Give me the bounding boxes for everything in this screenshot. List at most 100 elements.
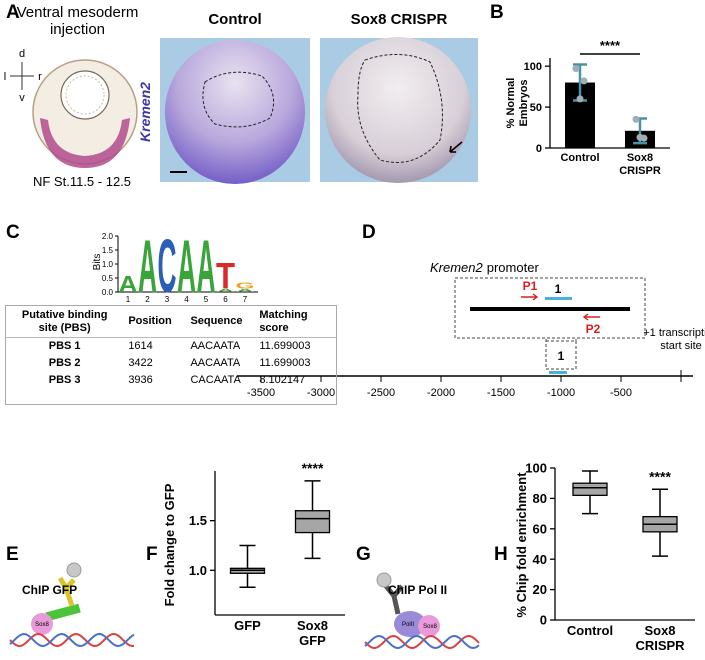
x-tick-label: -2500 bbox=[367, 387, 395, 399]
upper-whisker bbox=[239, 544, 256, 569]
site-label: 1 bbox=[555, 282, 562, 296]
table-row: PBS 3 3936 CACAATA 8.102147 bbox=[6, 372, 336, 389]
table-cell: 11.699003 bbox=[259, 356, 311, 369]
x-tick-label: Control bbox=[560, 152, 600, 164]
primer-arrow bbox=[521, 293, 539, 301]
panel-label: C bbox=[6, 222, 20, 243]
chip-title: ChIP GFP bbox=[22, 583, 77, 597]
panel-label: B bbox=[490, 2, 504, 23]
protein-label: PolII bbox=[402, 622, 414, 628]
logo-letter: G bbox=[236, 281, 256, 291]
primer-arrow bbox=[582, 313, 600, 321]
panel-label: G bbox=[356, 544, 371, 565]
table-cell: 3936 bbox=[128, 373, 153, 386]
table: Putative binding site (PBS) Position Seque… bbox=[6, 306, 336, 388]
table-header: Putative binding site (PBS) Position Seque… bbox=[6, 306, 336, 338]
logo-letter: A bbox=[177, 224, 196, 308]
condition-label: Control bbox=[208, 11, 261, 28]
chip-gfp-schematic bbox=[31, 562, 82, 635]
gene-label: Kremen2 bbox=[430, 260, 484, 275]
upper-whisker bbox=[304, 480, 321, 511]
protein-label: Sox8 bbox=[423, 624, 437, 630]
x-tick-label: -2000 bbox=[427, 387, 455, 399]
lower-whisker bbox=[304, 532, 321, 560]
x-tick-label: -3000 bbox=[307, 387, 335, 399]
y-tick-label: 20 bbox=[533, 582, 547, 597]
table-cell: 1614 bbox=[128, 340, 153, 353]
chip-title: ChIP Pol II bbox=[388, 583, 447, 597]
stage-label: NF St.11.5 - 12.5 bbox=[33, 174, 131, 189]
data-point bbox=[640, 134, 648, 142]
significance-label: **** bbox=[302, 460, 324, 476]
panel-label: A bbox=[6, 2, 20, 23]
table-cell: CACAATA bbox=[190, 373, 241, 386]
y-axis-label: Fold change to GFP bbox=[161, 483, 177, 607]
x-tick-label: -1000 bbox=[547, 387, 575, 399]
y-tick-label: 100 bbox=[525, 461, 547, 476]
chip-pol2-schematic bbox=[376, 572, 440, 637]
y-tick-label: 0.5 bbox=[102, 274, 114, 283]
protein-label: Sox8 bbox=[35, 622, 49, 628]
table-cell: AACAATA bbox=[190, 356, 241, 369]
table-cell: 11.699003 bbox=[259, 340, 311, 353]
table-cell: PBS 1 bbox=[48, 340, 81, 353]
logo-letter: T bbox=[216, 255, 235, 297]
control-embryo bbox=[165, 40, 305, 184]
x-tick-label: -3500 bbox=[247, 387, 275, 399]
x-tick-label: 6 bbox=[223, 295, 228, 304]
y-tick-label: 50 bbox=[530, 102, 542, 114]
y-tick-label: 1.0 bbox=[102, 260, 114, 269]
x-tick-label: 4 bbox=[184, 295, 189, 304]
y-tick-label: 0 bbox=[536, 143, 542, 155]
y-axis-label: % Chip fold enrichment bbox=[513, 472, 529, 618]
x-tick-label: Sox8 CRISPR bbox=[619, 152, 661, 177]
logo-letter: A bbox=[119, 271, 138, 297]
y-tick-label: 1.5 bbox=[189, 513, 207, 528]
orientation-label: d bbox=[19, 48, 25, 60]
embryo-schematic bbox=[10, 59, 138, 168]
panel-a-title: Ventral mesoderm injection bbox=[16, 4, 139, 39]
data-point bbox=[580, 77, 588, 85]
zoom-site bbox=[545, 297, 572, 300]
panel-label: H bbox=[494, 544, 508, 565]
table-cell: PBS 2 bbox=[48, 356, 81, 369]
panel-label: D bbox=[362, 222, 376, 243]
primer-label: P2 bbox=[586, 322, 601, 336]
y-tick-label: 0 bbox=[540, 613, 547, 628]
promoter-bar bbox=[470, 307, 630, 311]
promoter-label: promoter bbox=[487, 260, 540, 275]
orientation-label: l bbox=[4, 71, 6, 83]
y-tick-label: 2.0 bbox=[102, 232, 114, 241]
site-box bbox=[545, 340, 577, 370]
x-tick-label: 7 bbox=[243, 295, 248, 304]
y-tick-label: 60 bbox=[533, 521, 547, 536]
y-axis-label: % Normal Embryos bbox=[505, 77, 530, 129]
x-tick-label: Sox8 CRISPR bbox=[635, 623, 685, 653]
x-tick-label: 3 bbox=[165, 295, 170, 304]
upper-whisker bbox=[582, 470, 598, 484]
header-cell: Position bbox=[128, 315, 172, 328]
logo-letter: A bbox=[197, 224, 216, 308]
zoom-box bbox=[454, 277, 646, 339]
x-tick-label: 2 bbox=[145, 295, 150, 304]
header-cell: Matching score bbox=[259, 309, 308, 334]
x-tick-label: Control bbox=[566, 623, 614, 638]
y-tick-label: 1.5 bbox=[102, 246, 114, 255]
lower-whisker bbox=[239, 573, 256, 588]
lower-whisker bbox=[582, 495, 598, 515]
gene-label: Kremen2 bbox=[137, 82, 153, 142]
crispr-embryo bbox=[325, 37, 471, 183]
y-tick-label: 80 bbox=[533, 491, 547, 506]
y-tick-label: 100 bbox=[524, 61, 542, 73]
logo-letter: A bbox=[236, 288, 258, 293]
x-tick-label: 1 bbox=[126, 295, 131, 304]
y-tick-label: 1.0 bbox=[189, 563, 207, 578]
header-cell: Sequence bbox=[190, 315, 243, 328]
arrow bbox=[449, 141, 463, 153]
box bbox=[572, 482, 608, 497]
panel-label: F bbox=[146, 544, 158, 565]
data-point bbox=[576, 95, 584, 103]
tss-label: +1 transcription start site bbox=[643, 327, 705, 352]
